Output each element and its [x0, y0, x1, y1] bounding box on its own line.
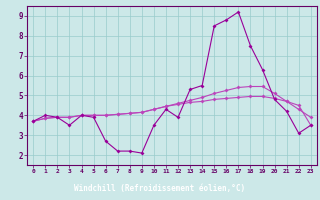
Text: Windchill (Refroidissement éolien,°C): Windchill (Refroidissement éolien,°C)	[75, 184, 245, 193]
